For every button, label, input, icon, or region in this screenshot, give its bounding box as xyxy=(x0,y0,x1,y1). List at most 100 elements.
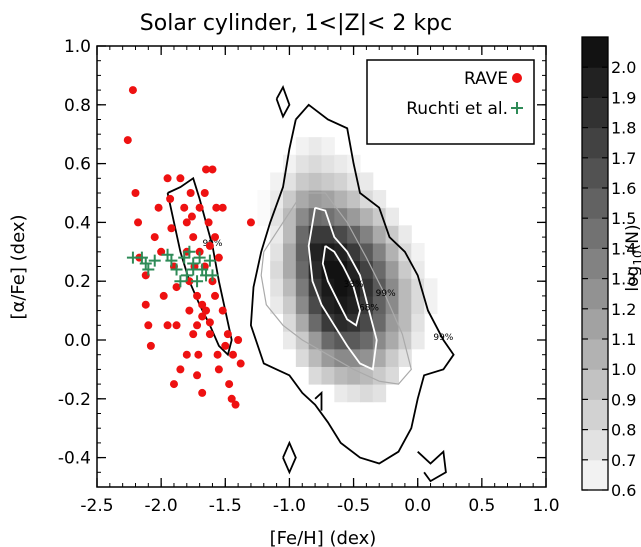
rave-point xyxy=(172,321,181,330)
heatmap-cell xyxy=(308,242,322,262)
heatmap-cell xyxy=(372,295,387,315)
colorbar-swatch xyxy=(582,369,608,400)
heatmap-cell xyxy=(385,366,399,385)
colorbar-label: log10(N) xyxy=(623,224,641,291)
colorbar-tick-label: 0.9 xyxy=(611,390,636,409)
colorbar-frame xyxy=(581,36,609,491)
rave-point xyxy=(195,203,204,212)
contour-line xyxy=(275,85,291,119)
heatmap-cell xyxy=(295,278,310,297)
heatmap-cell xyxy=(295,295,310,315)
heatmap-cell xyxy=(334,207,348,226)
rave-point xyxy=(154,203,163,212)
heatmap-cell xyxy=(321,154,335,173)
rave-point xyxy=(144,321,153,330)
ruchti-point xyxy=(139,257,152,270)
heatmap-cell xyxy=(283,313,297,332)
rave-point xyxy=(202,306,211,315)
heatmap-cell xyxy=(372,348,387,367)
x-tick-label: -2.5 xyxy=(80,496,113,516)
heatmap-cell xyxy=(308,137,322,156)
heatmap-cell xyxy=(295,190,310,209)
heatmap-cell xyxy=(270,225,284,244)
heatmap-cell xyxy=(347,242,361,262)
heatmap-cell xyxy=(411,242,425,262)
ruchti-point xyxy=(148,254,161,267)
heatmap-cell xyxy=(385,260,399,279)
heatmap-cell xyxy=(385,295,399,315)
chart-title: Solar cylinder, 1<|Z|< 2 kpc xyxy=(140,11,452,36)
rave-point xyxy=(167,224,176,233)
heatmap-cell xyxy=(308,366,322,385)
contour-level-label: 33% xyxy=(344,280,364,290)
x-tick-label: -1.0 xyxy=(273,496,306,516)
colorbar-swatch xyxy=(582,459,608,491)
heatmap-cell xyxy=(308,331,322,350)
colorbar-label-unit: (N) xyxy=(623,224,641,250)
ruchti-point xyxy=(206,269,219,282)
heatmap-cell xyxy=(398,225,412,244)
heatmap-cell xyxy=(283,295,297,315)
colorbar-swatch xyxy=(582,218,608,249)
heatmap-cell xyxy=(308,313,322,332)
rave-point xyxy=(218,306,227,315)
rave-point xyxy=(166,194,175,203)
rave-point xyxy=(234,336,243,344)
colorbar-tick-label: 1.0 xyxy=(611,360,636,379)
heatmap-cell xyxy=(359,172,374,191)
heatmap-cell xyxy=(385,331,399,350)
heatmap-cell xyxy=(334,154,348,173)
colorbar-tick-label: 1.1 xyxy=(611,330,636,349)
heatmap-cell xyxy=(411,260,425,279)
rave-point xyxy=(208,165,217,174)
contour-line xyxy=(314,390,323,411)
heatmap-cell xyxy=(321,190,335,209)
heatmap-cell xyxy=(359,260,374,279)
rave-point xyxy=(123,136,132,145)
rave-point xyxy=(214,253,223,262)
heatmap-cell xyxy=(334,260,348,279)
colorbar-swatch xyxy=(582,429,608,461)
rave-point xyxy=(198,300,207,309)
x-tick-label: 0.0 xyxy=(404,496,431,516)
heatmap-cell xyxy=(359,225,374,244)
heatmap-cell xyxy=(359,348,374,367)
rave-point xyxy=(186,189,195,197)
rave-point xyxy=(205,318,214,327)
heatmap-cell xyxy=(334,331,348,350)
contour-line xyxy=(307,206,378,371)
x-axis: -2.5 -2.0 -1.5 -1.0 -0.5 0.0 0.5 1.0 xyxy=(80,46,560,516)
rave-point xyxy=(172,283,181,292)
colorbar-swatch xyxy=(582,97,608,129)
heatmap-cell xyxy=(398,260,412,279)
legend: RAVE Ruchti et al. xyxy=(366,59,535,145)
heatmap-cell xyxy=(321,172,335,191)
heatmap-cell xyxy=(334,172,348,191)
rave-point xyxy=(214,365,223,374)
contour-line xyxy=(321,245,361,327)
heatmap-cell xyxy=(334,366,348,385)
heatmap-cell xyxy=(411,295,425,315)
colorbar-tick-label: 1.5 xyxy=(611,209,636,228)
rave-point xyxy=(211,291,220,300)
rave-point xyxy=(163,321,172,330)
rave-point xyxy=(185,306,194,315)
heatmap-cell xyxy=(270,278,284,297)
ruchti-point xyxy=(165,254,178,267)
rave-point xyxy=(182,218,191,227)
colorbar-swatch xyxy=(582,278,608,310)
rave-point xyxy=(205,241,214,250)
heatmap-cell xyxy=(372,278,387,297)
heatmap-cell xyxy=(308,154,322,173)
heatmap-cell xyxy=(321,295,335,315)
y-tick-label: 0.4 xyxy=(64,213,91,233)
x-tick-label: 0.5 xyxy=(468,496,495,516)
heatmap-cell xyxy=(270,172,284,191)
heatmap-cell xyxy=(295,242,310,262)
heatmap-cell xyxy=(398,331,412,350)
heatmap-cell xyxy=(372,190,387,209)
heatmap-cell xyxy=(270,242,284,262)
x-tick-label: -1.5 xyxy=(209,496,242,516)
legend-marker-rave xyxy=(512,73,522,83)
rave-point xyxy=(150,233,159,242)
